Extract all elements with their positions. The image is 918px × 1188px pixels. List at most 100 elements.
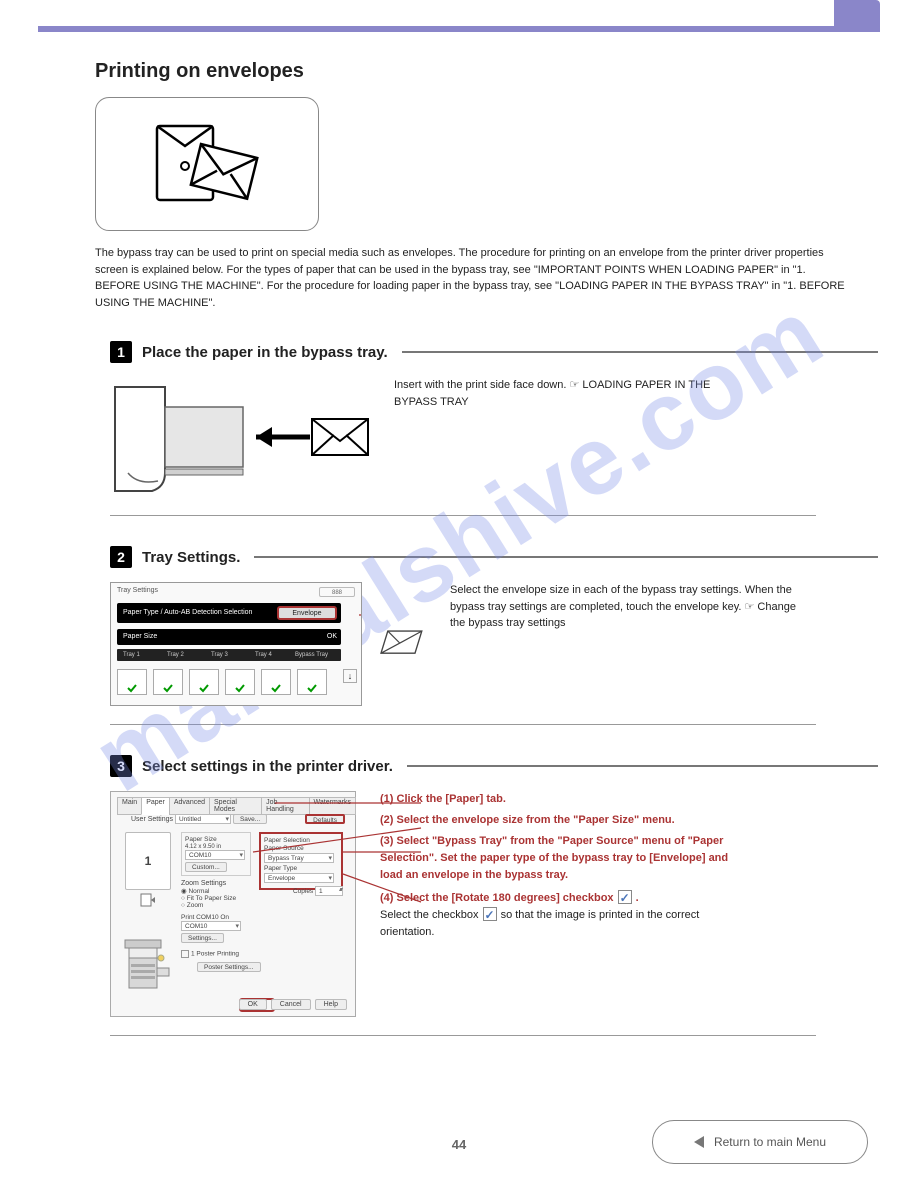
paper-size-combo[interactable]: COM10: [185, 850, 245, 860]
tab-paper[interactable]: Paper: [141, 797, 170, 815]
paper-type-label: Paper Type: [264, 865, 338, 872]
page-number: 44: [452, 1137, 466, 1152]
paper-size-label: Paper Size: [185, 836, 247, 843]
zoom-opt-fit[interactable]: ○ Fit To Paper Size: [181, 895, 271, 902]
page-title: Printing on envelopes: [95, 60, 878, 83]
step-rule: [407, 765, 878, 767]
paper-source-label: Paper Source: [264, 845, 338, 852]
paper-selection-label: Paper Selection: [264, 837, 338, 844]
step-number: 2: [110, 546, 132, 568]
scroll-down-button[interactable]: ↓: [343, 669, 357, 683]
step-number: 1: [110, 341, 132, 363]
poster-printing-row: 1 Poster Printing: [181, 950, 239, 958]
custom-button[interactable]: Custom...: [185, 862, 227, 872]
paper-type-combo[interactable]: Envelope: [264, 873, 334, 883]
tray-button[interactable]: [189, 669, 219, 695]
help-button[interactable]: Help: [315, 999, 347, 1010]
tray-tabs: Tray 1 Tray 2 Tray 3 Tray 4 Bypass Tray: [117, 649, 341, 661]
printer-driver-dialog: Main Paper Advanced Special Modes Job Ha…: [110, 791, 356, 1017]
dialog-bottom-buttons: OK Cancel Help: [239, 999, 347, 1010]
printer-tray-illustration: [110, 377, 370, 497]
ok-button[interactable]: OK: [239, 999, 267, 1010]
step1-text: Insert with the print side face down. ☞ …: [394, 377, 752, 410]
step-title: Place the paper in the bypass tray.: [142, 344, 388, 361]
paper-source-combo[interactable]: Bypass Tray: [264, 853, 334, 863]
user-settings-row: User Settings Untitled Save...: [131, 814, 267, 824]
paper-size-row-label: Paper Size: [123, 629, 157, 645]
step-rule: [402, 351, 878, 353]
tray-tab[interactable]: Tray 4: [255, 649, 272, 661]
callout-3: (3) Select "Bypass Tray" from the "Paper…: [380, 835, 728, 881]
tab-main[interactable]: Main: [117, 797, 142, 815]
return-label: Return to main Menu: [714, 1135, 826, 1149]
divider: [110, 724, 816, 725]
step-body-text: Insert with the print side face down. ☞ …: [394, 377, 752, 416]
step3-right: (1) Click the [Paper] tab. (2) Select th…: [380, 791, 752, 941]
tray-buttons: [117, 669, 327, 695]
tab-job-handling[interactable]: Job Handling: [261, 797, 309, 815]
panel-header: Tray Settings: [117, 587, 158, 594]
tray-tab[interactable]: Tray 1: [123, 649, 140, 661]
print-on-combo[interactable]: COM10: [181, 921, 241, 931]
divider: [110, 1035, 816, 1036]
machine-illustration: [123, 928, 173, 990]
ok-label[interactable]: OK: [327, 629, 337, 645]
zoom-group: Zoom Settings ◉ Normal ○ Fit To Paper Si…: [181, 880, 271, 909]
tray-settings-screenshot: Tray Settings 888 Paper Type / Auto-AB D…: [110, 582, 362, 706]
divider: [110, 515, 816, 516]
tray-button[interactable]: [153, 669, 183, 695]
step-title: Tray Settings.: [142, 549, 240, 566]
dialog-tabs: Main Paper Advanced Special Modes Job Ha…: [117, 797, 355, 815]
tab-special-modes[interactable]: Special Modes: [209, 797, 262, 815]
back-triangle-icon: [694, 1136, 704, 1148]
return-to-menu-link[interactable]: Return to main Menu: [652, 1120, 868, 1164]
step-title: Select settings in the printer driver.: [142, 758, 393, 775]
cancel-button[interactable]: Cancel: [271, 999, 311, 1010]
tray-button[interactable]: [261, 669, 291, 695]
step-rule: [254, 556, 878, 558]
tray-button[interactable]: [117, 669, 147, 695]
step2-text: Select the envelope size in each of the …: [450, 582, 808, 632]
envelopes-illustration: [95, 97, 319, 231]
zoom-label: Zoom Settings: [181, 880, 271, 887]
callout-4: (4) Select the [Rotate 180 degrees] chec…: [380, 890, 752, 941]
envelope-button[interactable]: Envelope: [277, 606, 337, 620]
tray-tab[interactable]: Bypass Tray: [295, 649, 328, 661]
step-body-text: Select the envelope size in each of the …: [450, 582, 808, 638]
user-settings-label: User Settings: [131, 816, 173, 823]
status-badge: 888: [319, 587, 355, 597]
copies-spinner[interactable]: 1: [315, 886, 343, 896]
print-on-label: Print COM10 On: [181, 914, 241, 921]
step-number: 3: [110, 755, 132, 777]
poster-label: 1 Poster Printing: [191, 951, 239, 958]
envelope-skewed-icon: [370, 626, 426, 660]
paper-size-group: Paper Size 4.12 x 9.50 in COM10 Custom..…: [181, 832, 251, 876]
print-on-group: Print COM10 On COM10 Settings...: [181, 914, 241, 943]
paper-selection-group: Paper Selection Paper Source Bypass Tray…: [259, 832, 343, 890]
callout-2: (2) Select the envelope size from the "P…: [380, 812, 752, 829]
copies-label: Copies: [293, 888, 313, 895]
tray-tab[interactable]: Tray 2: [167, 649, 184, 661]
intro-text: The bypass tray can be used to print on …: [95, 245, 845, 311]
header-bar: [38, 0, 880, 32]
save-button[interactable]: Save...: [233, 814, 267, 824]
checkbox-icon: [483, 907, 497, 921]
poster-settings-button[interactable]: Poster Settings...: [197, 962, 261, 972]
user-settings-combo[interactable]: Untitled: [175, 814, 231, 824]
orientation-icon: [139, 892, 157, 908]
header-accent: [834, 0, 880, 32]
paper-preview: 1: [125, 832, 171, 890]
zoom-opt-zoom[interactable]: ○ Zoom: [181, 902, 271, 909]
zoom-opt-normal[interactable]: ◉ Normal: [181, 887, 271, 895]
callout-1: (1) Click the [Paper] tab.: [380, 791, 752, 808]
tray-button[interactable]: [297, 669, 327, 695]
tab-advanced[interactable]: Advanced: [169, 797, 210, 815]
tray-tab[interactable]: Tray 3: [211, 649, 228, 661]
tab-watermarks[interactable]: Watermarks: [309, 797, 356, 815]
tray-button[interactable]: [225, 669, 255, 695]
copies-row: Copies 1: [293, 886, 343, 896]
defaults-button[interactable]: Defaults: [305, 814, 345, 824]
settings-button[interactable]: Settings...: [181, 933, 224, 943]
poster-checkbox[interactable]: [181, 950, 189, 958]
paper-type-row-label: Paper Type / Auto-AB Detection Selection: [123, 603, 252, 623]
